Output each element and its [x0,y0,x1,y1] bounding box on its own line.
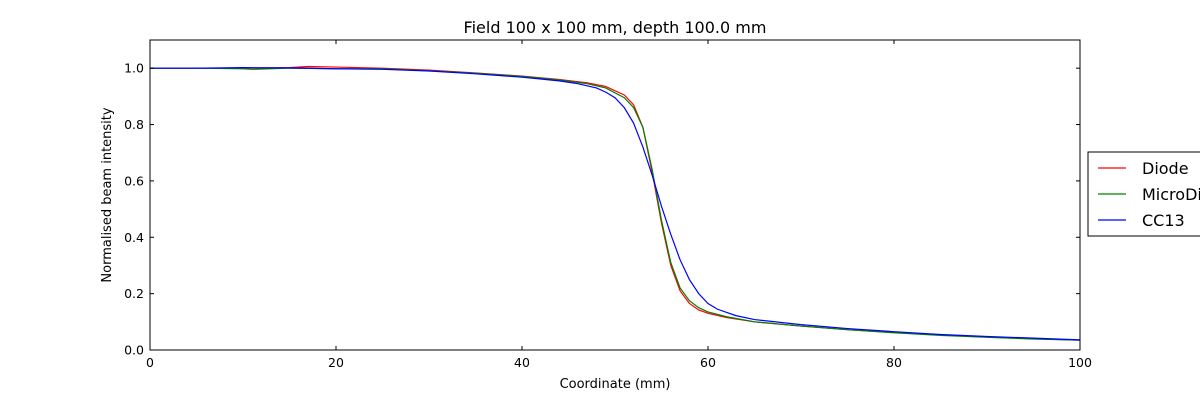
x-tick-label: 60 [700,355,716,370]
legend-label-2: CC13 [1142,211,1185,230]
series-line-2 [150,67,1081,341]
plot-frame [149,39,1081,351]
x-axis-label: Coordinate (mm) [560,377,671,392]
y-axis-label: Normalised beam intensity [100,107,115,282]
legend: Diode MicroDiamond CC13 [1087,151,1200,237]
legend-label-0: Diode [1142,159,1189,178]
series-layer [150,65,1081,341]
x-tick-label: 100 [1068,355,1092,370]
x-tick-label: 20 [328,355,344,370]
x-tick-label: 80 [886,355,902,370]
series-line-1 [150,67,1081,341]
y-tick-label: 1.0 [124,61,144,76]
x-tick-label: 40 [514,355,530,370]
y-tick-label: 0.4 [124,230,144,245]
y-tick-label: 0.8 [124,117,144,132]
y-tick-label: 0.2 [124,286,144,301]
y-tick-label: 0.6 [124,173,144,188]
tick-layer: 0 20 40 60 80 100 0.0 0.2 0.4 0.6 0.8 1.0 [124,40,1092,370]
series-line-0 [150,65,1081,341]
chart-title: Field 100 x 100 mm, depth 100.0 mm [464,18,767,37]
legend-label-1: MicroDiamond [1142,185,1200,204]
x-tick-label: 0 [146,355,154,370]
y-tick-label: 0.0 [124,343,144,358]
